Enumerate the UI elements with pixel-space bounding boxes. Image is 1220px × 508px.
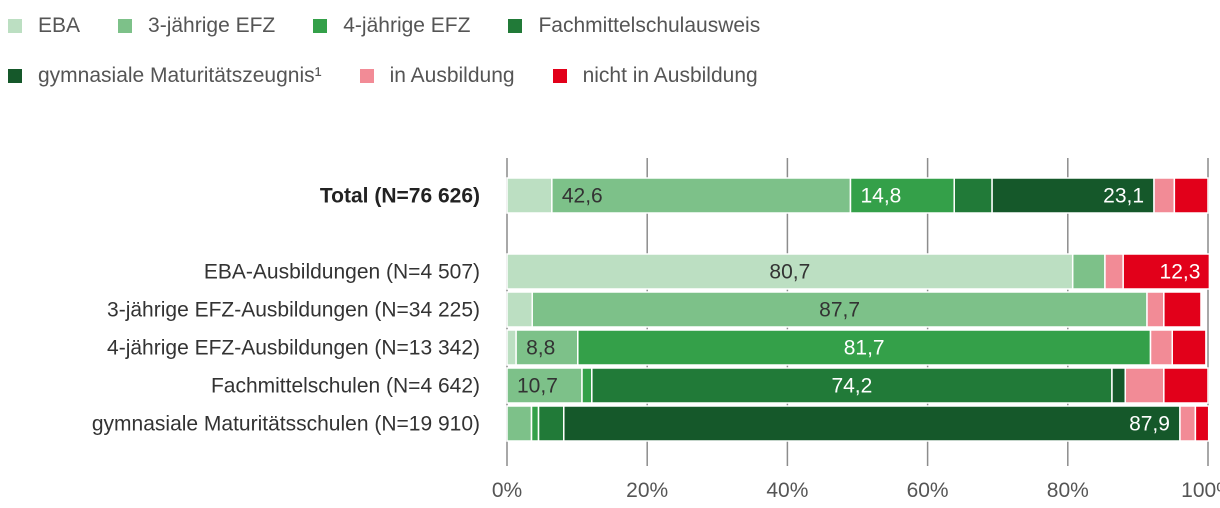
data-label: 80,7 xyxy=(769,261,810,284)
legend-swatch-gymnasiale-maturitaetszeugnis xyxy=(8,69,22,83)
x-tick-label: 40% xyxy=(766,479,808,502)
legend-item-4-jaehrige-efz: 4-jährige EFZ xyxy=(313,14,470,38)
bar-segment-3-jahrige-efz xyxy=(506,405,533,442)
category-label: Total (N=76 626) xyxy=(320,185,480,208)
data-label: 42,6 xyxy=(562,185,603,208)
bar-segment-in-ausbildung xyxy=(1104,253,1124,290)
bar-segment-in-ausbildung xyxy=(1149,329,1173,366)
legend-item-nicht-in-ausbildung: nicht in Ausbildung xyxy=(552,64,758,88)
legend-row-2: gymnasiale Maturitätszeugnis¹ in Ausbild… xyxy=(8,58,1208,94)
legend-item-eba: EBA xyxy=(8,14,80,38)
legend-swatch-eba xyxy=(8,19,22,33)
bar-segment-3-jahrige-efz xyxy=(551,177,852,214)
category-label: 4-jährige EFZ-Ausbildungen (N=13 342) xyxy=(107,337,480,360)
bar-segment-eba xyxy=(506,329,517,366)
x-tick-label: 60% xyxy=(907,479,949,502)
legend-row-1: EBA 3-jährige EFZ 4-jährige EFZ Fachmitt… xyxy=(8,8,1208,44)
legend: EBA 3-jährige EFZ 4-jährige EFZ Fachmitt… xyxy=(8,8,1208,108)
category-label: EBA-Ausbildungen (N=4 507) xyxy=(204,261,480,284)
x-tick-label: 20% xyxy=(626,479,668,502)
data-label: 74,2 xyxy=(831,375,872,398)
bar-segment-nicht-in-ausbildung xyxy=(1163,291,1202,328)
data-label: 12,3 xyxy=(1160,261,1201,284)
category-label: 3-jährige EFZ-Ausbildungen (N=34 225) xyxy=(107,299,480,322)
legend-item-fachmittelschulausweis: Fachmittelschulausweis xyxy=(508,14,760,38)
legend-item-gymnasiale-maturitaetszeugnis: gymnasiale Maturitätszeugnis¹ xyxy=(8,64,322,88)
bar-segment-fachmittelschulausweis xyxy=(953,177,993,214)
data-label: 81,7 xyxy=(844,337,885,360)
legend-label-eba: EBA xyxy=(38,14,81,37)
legend-label-gymnasiale-maturitaetszeugnis: gymnasiale Maturitätszeugnis¹ xyxy=(38,64,322,87)
bar-segment-nicht-in-ausbildung xyxy=(1194,405,1210,442)
bar-segment-nicht-in-ausbildung xyxy=(1173,177,1209,214)
bar-segment-4-jahrige-efz xyxy=(581,367,593,404)
legend-label-4-jaehrige-efz: 4-jährige EFZ xyxy=(343,14,471,37)
data-label: 23,1 xyxy=(1103,185,1144,208)
data-label: 10,7 xyxy=(517,375,558,398)
legend-label-fachmittelschulausweis: Fachmittelschulausweis xyxy=(538,14,761,37)
legend-swatch-3-jaehrige-efz xyxy=(118,19,133,33)
legend-swatch-4-jaehrige-efz xyxy=(313,19,328,33)
legend-swatch-fachmittelschulausweis xyxy=(508,19,523,33)
bar-segment-nicht-in-ausbildung xyxy=(1171,329,1207,366)
bar-segment-fachmittelschulausweis xyxy=(591,367,1113,404)
x-tick-label: 100% xyxy=(1181,479,1220,502)
legend-label-in-ausbildung: in Ausbildung xyxy=(389,64,515,87)
bar-segment-nicht-in-ausbildung xyxy=(1122,253,1211,290)
bar-segment-in-ausbildung xyxy=(1179,405,1197,442)
bar-segment-in-ausbildung xyxy=(1153,177,1176,214)
bar-segment-3-jahrige-efz xyxy=(1071,253,1106,290)
bar-segment-gymnasiale-maturitatszeugnis xyxy=(991,177,1155,214)
data-label: 87,7 xyxy=(819,299,860,322)
category-label: Fachmittelschulen (N=4 642) xyxy=(211,375,480,398)
legend-swatch-nicht-in-ausbildung xyxy=(552,69,567,83)
x-tick-label: 80% xyxy=(1047,479,1089,502)
bar-segment-3-jahrige-efz xyxy=(506,367,583,404)
bar-segment-in-ausbildung xyxy=(1146,291,1165,328)
x-tick-label: 0% xyxy=(492,479,522,502)
legend-swatch-in-ausbildung xyxy=(359,69,374,83)
bar-segment-4-jahrige-efz xyxy=(530,405,540,442)
category-label: gymnasiale Maturitätsschulen (N=19 910) xyxy=(92,413,480,436)
legend-item-3-jaehrige-efz: 3-jährige EFZ xyxy=(118,14,275,38)
bar-segment-4-jahrige-efz xyxy=(849,177,955,214)
bar-segment-nicht-in-ausbildung xyxy=(1163,367,1209,404)
legend-item-in-ausbildung: in Ausbildung xyxy=(359,64,515,88)
bar-segment-gymnasiale-maturitatszeugnis xyxy=(563,405,1181,442)
bar-segment-eba xyxy=(506,291,533,328)
bar-segment-gymnasiale-maturitatszeugnis xyxy=(1111,367,1127,404)
data-label: 14,8 xyxy=(860,185,901,208)
data-label: 8,8 xyxy=(526,337,555,360)
legend-label-3-jaehrige-efz: 3-jährige EFZ xyxy=(148,14,276,37)
data-label: 87,9 xyxy=(1129,413,1170,436)
bar-segment-3-jahrige-efz xyxy=(515,329,579,366)
bar-segment-3-jahrige-efz xyxy=(531,291,1148,328)
bar-segment-in-ausbildung xyxy=(1124,367,1165,404)
legend-label-nicht-in-ausbildung: nicht in Ausbildung xyxy=(582,64,758,87)
bar-segment-eba xyxy=(506,177,553,214)
bar-segment-fachmittelschulausweis xyxy=(537,405,565,442)
